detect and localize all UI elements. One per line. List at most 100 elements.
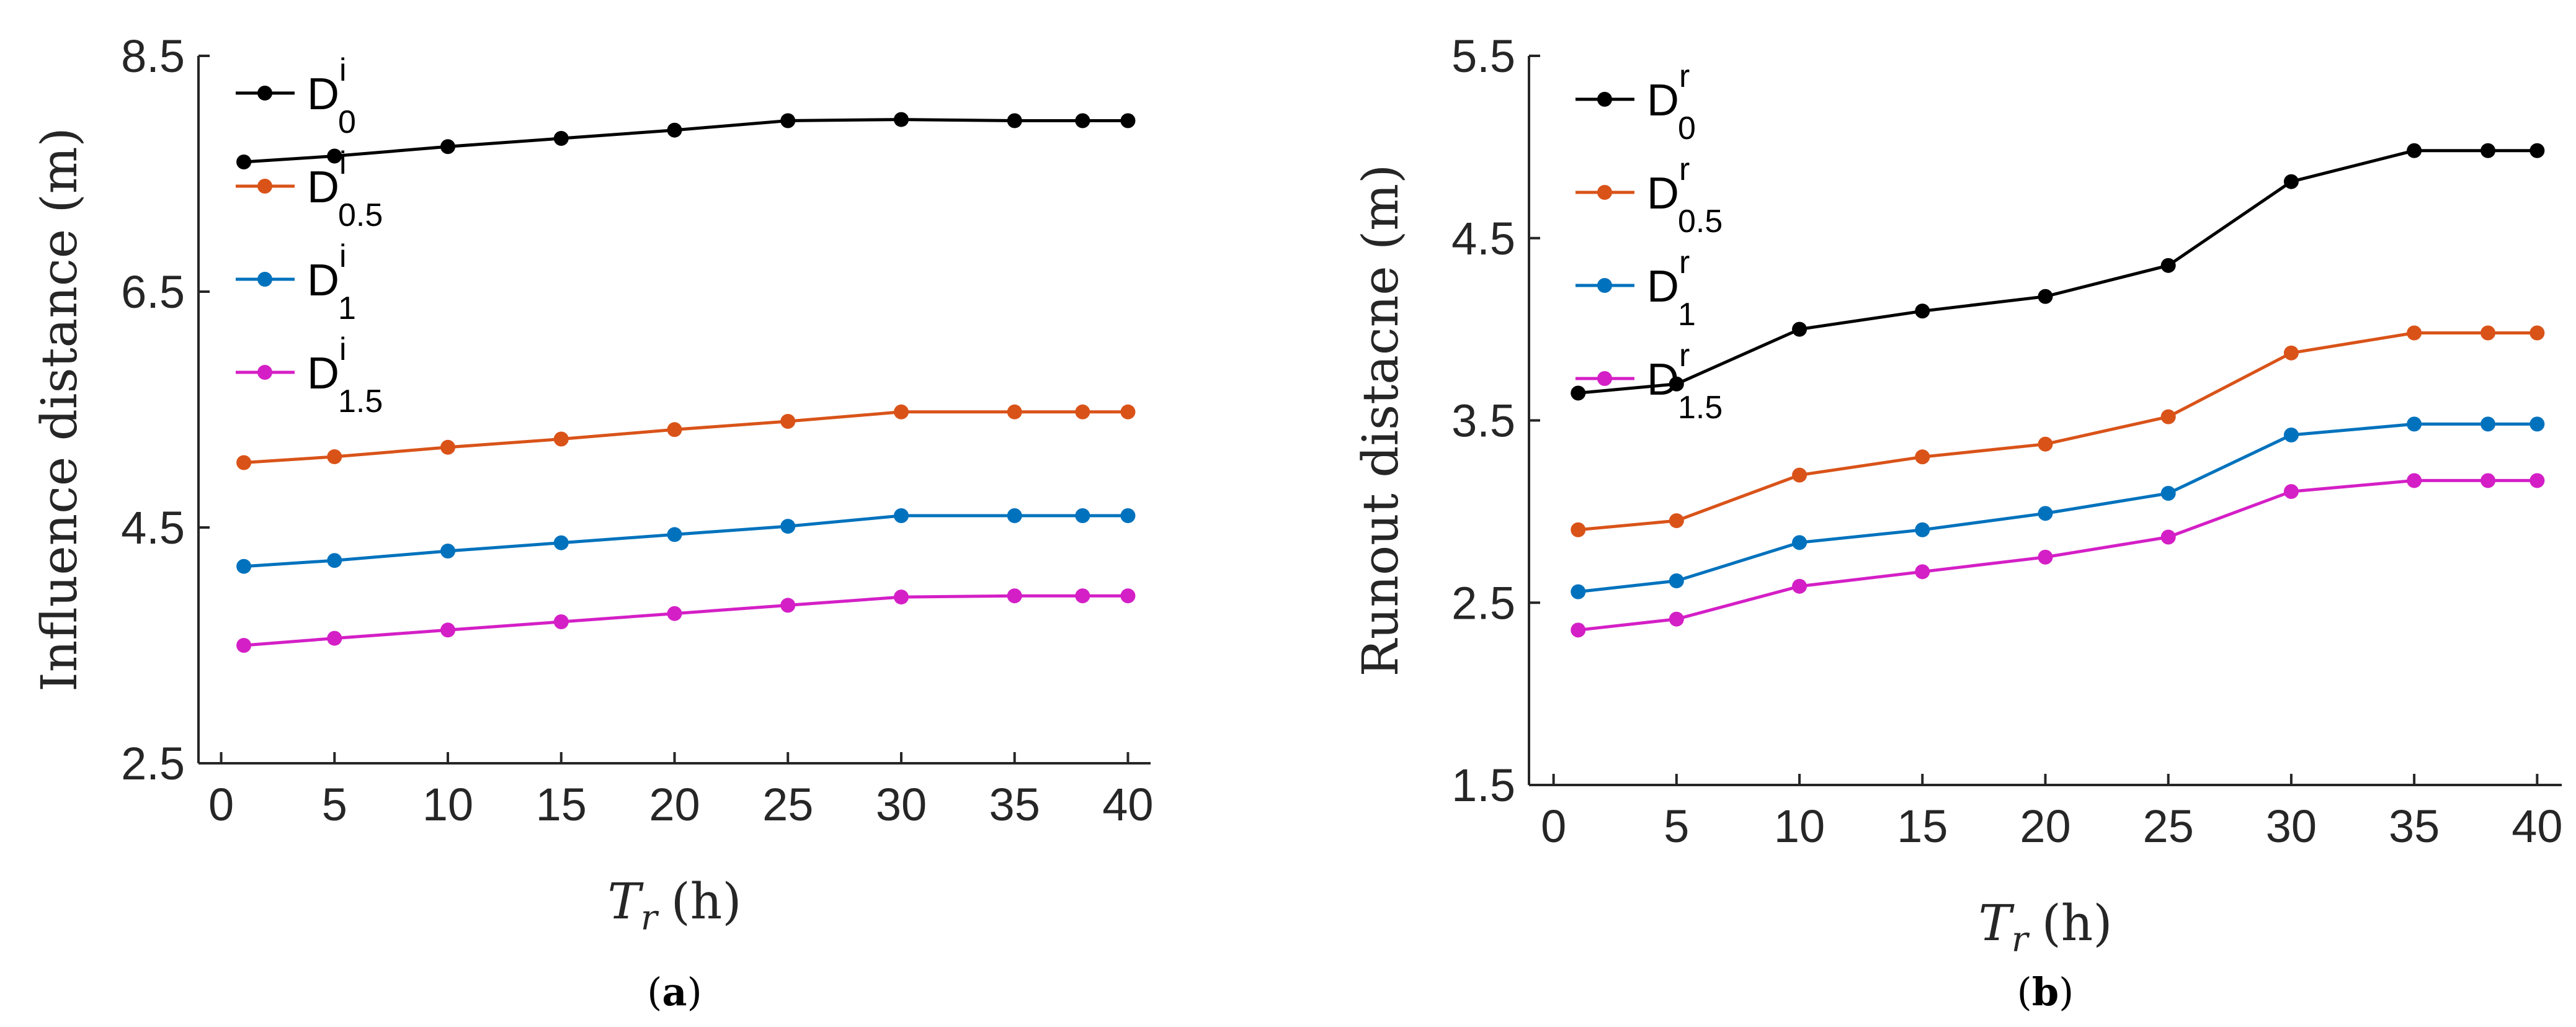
data-point (440, 622, 456, 638)
data-point (236, 155, 252, 169)
data-point (1075, 113, 1090, 128)
series-0-group (1571, 143, 2545, 401)
series-3-group (236, 588, 1136, 653)
data-point (780, 113, 796, 128)
y-tick-label: 5.5 (1451, 30, 1515, 82)
x-tick-label: 0 (1541, 801, 1566, 852)
data-point (780, 598, 796, 613)
legend-entry-subscript: 0.5 (1678, 204, 1723, 240)
data-point (1571, 622, 1586, 638)
data-point (2038, 549, 2053, 565)
series-line (1578, 149, 2538, 395)
series-line (1578, 331, 2538, 532)
legend-entry-subscript: 1.5 (1678, 390, 1723, 426)
data-point (327, 553, 342, 568)
x-tick-label: 10 (422, 779, 473, 830)
data-point (1669, 513, 1684, 529)
data-point (2283, 484, 2299, 500)
x-axis-label-variable: T (1978, 894, 2015, 952)
data-point (553, 614, 569, 629)
legend-entry-superscript: r (1679, 338, 1690, 374)
data-point (2160, 258, 2176, 273)
y-tick-label: 4.5 (121, 502, 185, 554)
data-point (1007, 404, 1022, 419)
legend-entry-subscript: 1 (338, 290, 356, 326)
series-0-group (236, 112, 1136, 169)
legend-swatch-marker (257, 179, 272, 194)
legend-swatch-marker (257, 365, 272, 380)
legend-entry-label: D (307, 256, 339, 305)
x-tick-label: 40 (1102, 779, 1153, 830)
data-point (236, 638, 252, 653)
data-point (2160, 409, 2176, 424)
data-point (1915, 303, 1930, 319)
data-point (1792, 578, 1807, 594)
data-point (2160, 529, 2176, 545)
series-line (243, 118, 1128, 164)
data-point (1120, 508, 1136, 523)
data-point (327, 449, 342, 464)
data-point (2283, 174, 2299, 189)
caption-open: ( (647, 969, 662, 1015)
data-point (1792, 467, 1807, 483)
caption-letter: b (2032, 969, 2059, 1015)
data-point (667, 606, 682, 621)
data-point (236, 455, 252, 470)
data-point (667, 527, 682, 542)
data-point (2529, 325, 2545, 341)
data-point (1669, 611, 1684, 627)
legend-entry-subscript: 1.5 (338, 383, 383, 419)
caption-letter: a (662, 969, 687, 1015)
y-tick-label: 6.5 (121, 266, 185, 318)
y-axis-label: Influence distance (m) (30, 127, 88, 692)
y-tick-label: 1.5 (1451, 760, 1515, 811)
legend-swatch-marker (257, 86, 272, 101)
y-tick-label: 4.5 (1451, 213, 1515, 264)
data-point (2038, 506, 2053, 521)
legend-entry-label: D (307, 70, 339, 119)
data-point (553, 535, 569, 550)
legend-entry-superscript: r (1679, 58, 1690, 94)
series-1-group (1571, 325, 2545, 537)
data-point (2407, 473, 2422, 488)
data-point (1571, 584, 1586, 599)
data-point (1915, 449, 1930, 465)
x-tick-label: 30 (876, 779, 927, 830)
caption-open: ( (2017, 969, 2032, 1015)
x-tick-label: 30 (2266, 801, 2317, 852)
data-point (893, 590, 909, 605)
y-tick-label: 2.5 (121, 738, 185, 789)
x-axis-label-variable: T (607, 872, 644, 930)
legend-entry-superscript: i (339, 145, 347, 181)
legend-swatch-marker (1597, 371, 1612, 386)
x-tick-label: 15 (1897, 801, 1948, 852)
x-axis-label-unit: (h) (671, 872, 742, 930)
legend-swatch-marker (1597, 278, 1612, 293)
data-point (1669, 573, 1684, 588)
data-point (1075, 404, 1090, 419)
data-point (440, 139, 456, 155)
x-tick-label: 5 (1664, 801, 1689, 852)
data-point (893, 404, 909, 419)
data-point (893, 508, 909, 523)
data-point (2407, 416, 2422, 432)
data-point (440, 439, 456, 455)
legend-entry-label: D (1647, 262, 1679, 312)
series-line (243, 410, 1128, 464)
series-line (243, 594, 1128, 647)
data-point (1792, 535, 1807, 550)
data-point (1007, 588, 1022, 604)
panel-caption: (b) (2017, 969, 2074, 1015)
x-axis-label-subscript: r (641, 898, 659, 938)
legend-entry-superscript: i (339, 331, 347, 367)
legend-entry-label: D (307, 163, 339, 212)
data-point (2407, 325, 2422, 341)
data-point (2529, 416, 2545, 432)
legend-swatch-marker (1597, 92, 1612, 107)
data-point (2160, 486, 2176, 501)
data-point (440, 544, 456, 558)
y-tick-label: 2.5 (1451, 577, 1515, 629)
series-line (1578, 422, 2538, 594)
